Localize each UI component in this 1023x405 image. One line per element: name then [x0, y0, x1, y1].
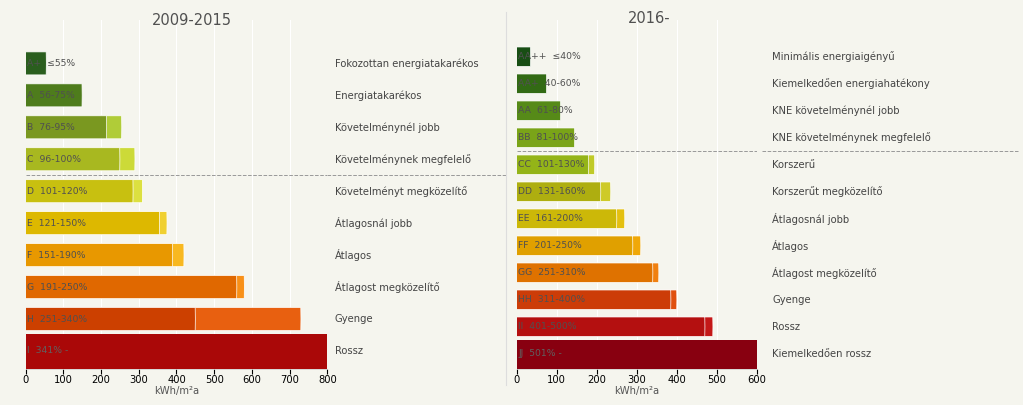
Text: BB  81-100%: BB 81-100% [519, 133, 578, 142]
Text: Minimális energiaigényű: Minimális energiaigényű [772, 51, 895, 62]
Polygon shape [517, 263, 653, 282]
Bar [517, 368, 757, 369]
Text: Rossz: Rossz [335, 346, 362, 356]
Text: F  151-190%: F 151-190% [27, 251, 86, 260]
Text: E  121-150%: E 121-150% [27, 219, 86, 228]
Bar [26, 368, 327, 369]
Polygon shape [517, 290, 677, 309]
Polygon shape [517, 317, 713, 337]
Text: C  96-100%: C 96-100% [27, 155, 81, 164]
Polygon shape [26, 52, 46, 75]
Text: DD  131-160%: DD 131-160% [519, 187, 585, 196]
Polygon shape [26, 212, 167, 234]
Text: I  341% -: I 341% - [27, 346, 69, 356]
Text: KNE követelménynél jobb: KNE követelménynél jobb [772, 105, 900, 116]
Text: 2009-2015: 2009-2015 [151, 13, 231, 28]
Polygon shape [26, 307, 195, 330]
Text: Követelményt megközelítő: Követelményt megközelítő [335, 186, 466, 197]
Text: GG  251-310%: GG 251-310% [519, 268, 586, 277]
Text: 2016-: 2016- [627, 11, 670, 26]
Text: Energiatakarékos: Energiatakarékos [335, 90, 421, 100]
Text: Átlagosnál jobb: Átlagosnál jobb [335, 217, 411, 229]
Text: Követelménynél jobb: Követelménynél jobb [335, 122, 439, 132]
Text: A+  ≤55%: A+ ≤55% [27, 59, 76, 68]
Polygon shape [517, 236, 633, 256]
Text: G  191-250%: G 191-250% [27, 283, 87, 292]
X-axis label: kWh/m²a: kWh/m²a [614, 386, 660, 396]
Text: II  401-500%: II 401-500% [519, 322, 577, 331]
X-axis label: kWh/m²a: kWh/m²a [153, 386, 199, 396]
Text: AA+  40-60%: AA+ 40-60% [519, 79, 581, 88]
Polygon shape [26, 244, 173, 266]
Polygon shape [26, 275, 244, 298]
Polygon shape [26, 180, 133, 203]
Polygon shape [26, 148, 120, 171]
Polygon shape [517, 155, 594, 175]
Polygon shape [26, 244, 184, 266]
Bar [517, 340, 757, 368]
Text: H  251-340%: H 251-340% [27, 315, 87, 324]
Polygon shape [517, 182, 601, 201]
Text: Átlagost megközelítő: Átlagost megközelítő [335, 281, 439, 293]
Text: Gyenge: Gyenge [335, 314, 373, 324]
Polygon shape [517, 263, 659, 282]
Polygon shape [517, 101, 561, 120]
Text: Követelménynek megfelelő: Követelménynek megfelelő [335, 154, 471, 165]
Bar [26, 335, 327, 368]
Text: Kiemelkedően energiahatékony: Kiemelkedően energiahatékony [772, 78, 930, 89]
Text: Korszerű: Korszerű [772, 160, 815, 170]
Polygon shape [517, 182, 611, 201]
Text: Átlagosnál jobb: Átlagosnál jobb [772, 213, 849, 225]
Polygon shape [517, 290, 671, 309]
Text: D  101-120%: D 101-120% [27, 187, 87, 196]
Text: Gyenge: Gyenge [772, 295, 811, 305]
Text: A  56-75%: A 56-75% [27, 91, 75, 100]
Text: HH  311-400%: HH 311-400% [519, 295, 585, 304]
Polygon shape [26, 148, 135, 171]
Text: Átlagost megközelítő: Átlagost megközelítő [772, 267, 877, 279]
Polygon shape [517, 128, 575, 147]
Text: B  76-95%: B 76-95% [27, 123, 75, 132]
Polygon shape [517, 317, 705, 337]
Polygon shape [517, 47, 531, 66]
Polygon shape [517, 209, 617, 228]
Text: JJ  501% -: JJ 501% - [519, 349, 562, 358]
Text: Rossz: Rossz [772, 322, 800, 332]
Polygon shape [26, 275, 237, 298]
Polygon shape [517, 236, 640, 256]
Polygon shape [26, 180, 142, 203]
Text: AA++  ≤40%: AA++ ≤40% [519, 52, 581, 61]
Text: AA  61-80%: AA 61-80% [519, 106, 573, 115]
Polygon shape [517, 74, 546, 94]
Polygon shape [26, 84, 82, 107]
Polygon shape [26, 307, 301, 330]
Text: Átlagos: Átlagos [772, 240, 809, 252]
Polygon shape [26, 212, 160, 234]
Text: Korszerűt megközelítő: Korszerűt megközelítő [772, 186, 883, 197]
Text: EE  161-200%: EE 161-200% [519, 214, 583, 223]
Text: CC  101-130%: CC 101-130% [519, 160, 584, 169]
Polygon shape [26, 116, 106, 139]
Polygon shape [517, 209, 625, 228]
Polygon shape [517, 155, 589, 175]
Text: FF  201-250%: FF 201-250% [519, 241, 582, 250]
Text: Fokozottan energiatakarékos: Fokozottan energiatakarékos [335, 58, 478, 68]
Text: KNE követelménynek megfelelő: KNE követelménynek megfelelő [772, 132, 931, 143]
Polygon shape [26, 116, 122, 139]
Text: Átlagos: Átlagos [335, 249, 371, 261]
Text: Kiemelkedően rossz: Kiemelkedően rossz [772, 349, 872, 359]
